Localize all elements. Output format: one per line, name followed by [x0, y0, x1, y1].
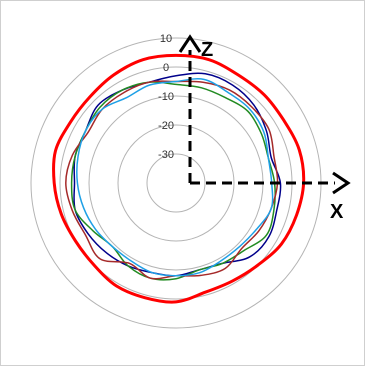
tick-label-2: -10 — [158, 91, 174, 103]
x-axis-arrowhead — [332, 171, 351, 195]
grid-ring-2 — [88, 95, 264, 271]
tick-label-3: -20 — [158, 120, 174, 132]
series-line-0 — [52, 53, 306, 304]
series-line-1 — [73, 72, 282, 277]
z-axis-arrowhead — [178, 34, 202, 53]
tick-label-0: 10 — [160, 33, 172, 45]
x-axis-label: X — [330, 201, 344, 223]
radial-tick-labels: 10 0 -10 -20 -30 — [158, 33, 174, 161]
tick-label-4: -30 — [158, 149, 174, 161]
series-line-4 — [76, 78, 274, 277]
tick-label-1: 0 — [163, 62, 169, 74]
grid-ring-4 — [146, 153, 206, 213]
grid-ring-3 — [117, 124, 235, 242]
axis-arrows: Z X — [178, 34, 351, 223]
series-layer — [52, 53, 306, 304]
z-axis-label: Z — [201, 39, 213, 61]
